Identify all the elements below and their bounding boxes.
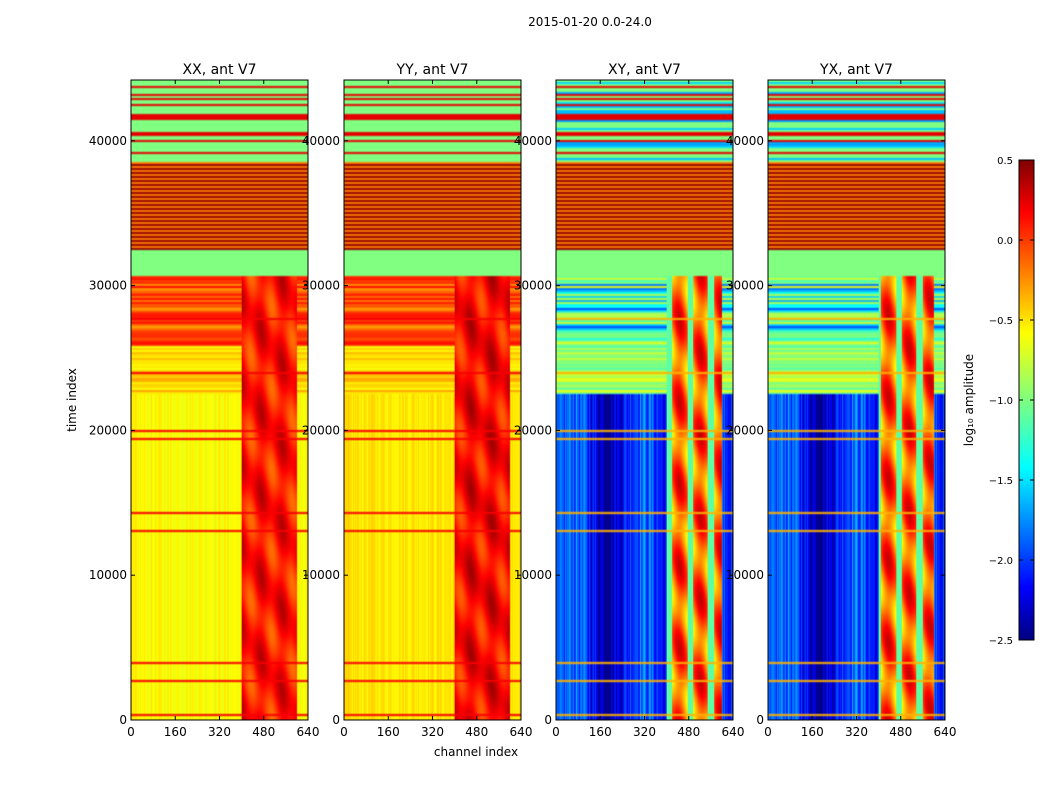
y-tick-label: 40000	[514, 134, 552, 148]
x-tick-label: 0	[127, 725, 135, 739]
y-tick-label: 30000	[726, 279, 764, 293]
panel-2-title: YY, ant V7	[396, 62, 469, 78]
panel-4-title: YX, ant V7	[819, 62, 893, 78]
x-tick-label: 320	[208, 725, 231, 739]
x-tick-label: 160	[801, 725, 824, 739]
colorbar-tick-label: 0.0	[997, 236, 1013, 247]
x-tick-label: 160	[377, 725, 400, 739]
y-tick-label: 10000	[302, 568, 340, 582]
y-tick-label: 40000	[726, 134, 764, 148]
colorbar-label: log₁₀ amplitude	[962, 354, 976, 446]
x-tick-label: 320	[421, 725, 444, 739]
y-tick-label: 0	[119, 713, 127, 727]
x-tick-label: 480	[465, 725, 488, 739]
y-tick-label: 40000	[302, 134, 340, 148]
colorbar-tick-label: −2.0	[989, 556, 1013, 567]
y-tick-label: 10000	[89, 568, 127, 582]
y-tick-label: 20000	[514, 423, 552, 437]
y-tick-label: 30000	[514, 279, 552, 293]
colorbar-tick-label: 0.5	[997, 156, 1013, 167]
panel-2-heatmap	[344, 80, 521, 720]
y-tick-label: 30000	[89, 279, 127, 293]
colorbar: 0.5 0.0 −0.5 −1.0 −1.5 −2.0 −2.5 log₁₀ amplitu…	[962, 156, 1035, 647]
x-tick-label: 160	[589, 725, 612, 739]
y-tick-label: 10000	[726, 568, 764, 582]
x-tick-label: 640	[297, 725, 320, 739]
y-tick-label: 20000	[302, 423, 340, 437]
x-tick-label: 640	[722, 725, 745, 739]
panel-1-heatmap	[131, 80, 308, 720]
colorbar-tick-label: −1.0	[989, 396, 1013, 407]
colorbar-tick-label: −1.5	[989, 476, 1013, 487]
panel-1-title: XX, ant V7	[183, 62, 257, 78]
x-tick-label: 320	[633, 725, 656, 739]
y-axis-label: time index	[65, 368, 79, 432]
panel-4: YX, ant V7 0 160 320 480 640 0 10000 20000 30000 4…	[726, 62, 957, 739]
y-tick-label: 0	[332, 713, 340, 727]
x-tick-label: 640	[510, 725, 533, 739]
x-tick-label: 320	[845, 725, 868, 739]
colorbar-ticks: 0.5 0.0 −0.5 −1.0 −1.5 −2.0 −2.5	[989, 156, 1034, 647]
x-tick-label: 480	[889, 725, 912, 739]
y-tick-label: 20000	[726, 423, 764, 437]
colorbar-tick-label: −2.5	[989, 636, 1013, 647]
colorbar-tick-label: −0.5	[989, 316, 1013, 327]
figure-suptitle: 2015-01-20 0.0-24.0	[528, 15, 652, 29]
panel-2: YY, ant V7 0 160 320 480 640 0 10000 20000 30000 4…	[302, 62, 533, 739]
x-tick-label: 480	[252, 725, 275, 739]
y-tick-label: 0	[756, 713, 764, 727]
x-tick-label: 160	[164, 725, 187, 739]
panel-3-title: XY, ant V7	[608, 62, 681, 78]
panel-3: XY, ant V7 0 160 320 480 640 0 10000 20000 30000 4…	[514, 62, 745, 739]
panel-1: XX, ant V7 0 160 320 480 640 0 10000 20000 30000 4…	[89, 62, 320, 739]
y-tick-label: 10000	[514, 568, 552, 582]
panels: XX, ant V7 0 160 320 480 640 0 10000 20000 30000 4…	[89, 62, 957, 739]
y-tick-label: 20000	[89, 423, 127, 437]
x-tick-label: 480	[677, 725, 700, 739]
y-tick-label: 30000	[302, 279, 340, 293]
x-axis-label: channel index	[434, 745, 518, 759]
panel-3-heatmap	[556, 80, 733, 720]
y-tick-label: 40000	[89, 134, 127, 148]
panel-4-heatmap	[768, 80, 945, 720]
x-tick-label: 0	[764, 725, 772, 739]
y-tick-label: 0	[544, 713, 552, 727]
x-tick-label: 0	[552, 725, 560, 739]
x-tick-label: 0	[340, 725, 348, 739]
x-tick-label: 640	[934, 725, 957, 739]
